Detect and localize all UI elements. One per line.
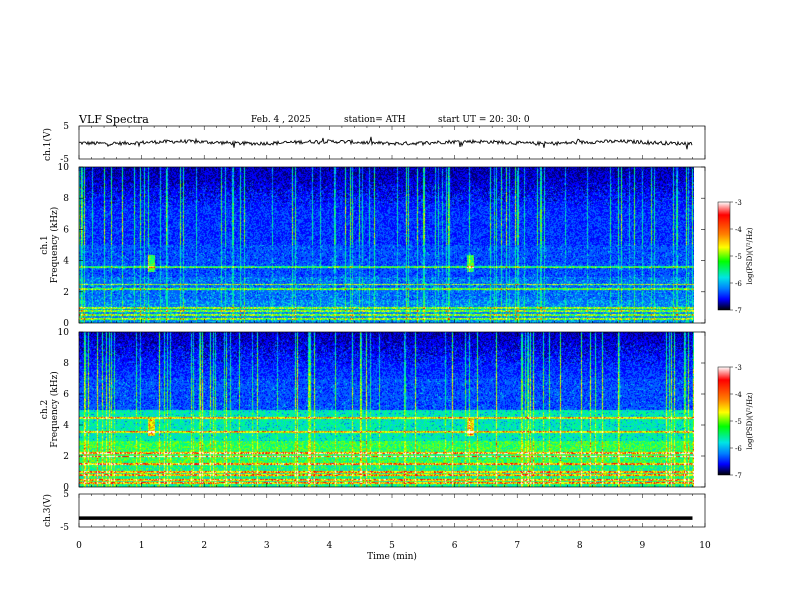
figure-title: VLF Spectra (79, 113, 149, 126)
ch1-voltage-trace (78, 136, 693, 150)
ch2-spectrogram-panel: 0 2 4 6 8 10 ch.2Frequency (kHz) (40, 328, 706, 493)
ch1-ytick-label: 5 (63, 122, 69, 132)
start-time-label: start UT = 20: 30: 0 (438, 115, 530, 125)
ch2-colorbar-tick-label: -5 (735, 418, 742, 426)
ch2-spec-ytick-label: 10 (58, 328, 70, 338)
xtick-label: 3 (264, 541, 270, 551)
xaxis-label: Time (min) (367, 551, 417, 562)
ch1-colorbar-tick-label: -3 (735, 199, 742, 207)
ch2-colorbar-tick-label: -6 (735, 445, 742, 453)
xtick-label: 2 (201, 541, 207, 551)
ch1-colorbar-tick-label: -6 (735, 280, 742, 288)
ch2-spec-ytick-label: 6 (63, 390, 69, 400)
date-label: Feb. 4 , 2025 (251, 115, 311, 125)
ch1-ytick-label: -5 (60, 155, 69, 165)
ch1-spec-ytick-label: 6 (63, 225, 69, 235)
ch2-spec-ylabel: ch.2Frequency (kHz) (40, 371, 60, 448)
station-label: station= ATH (344, 115, 406, 125)
ch2-spec-heatmap (79, 332, 694, 487)
ch3-ytick-label: -5 (60, 523, 69, 533)
xtick-label: 5 (389, 541, 395, 551)
xtick-label: 9 (640, 541, 646, 551)
ch2-colorbar-tick-label: -3 (735, 364, 742, 372)
ch2-colorbar: -3 -4 -5 -6 -7 log(PSD)(V²/Hz) (717, 364, 754, 480)
ch2-spec-ytick-label: 4 (63, 421, 69, 431)
ch1-spec-ytick-label: 0 (63, 319, 69, 329)
ch1-spectrogram-panel: 0 2 4 6 8 10 ch.1Frequency (kHz) (40, 163, 706, 329)
ch1-colorbar: -3 -4 -5 -6 -7 log(PSD)(V²/Hz) (717, 199, 754, 315)
xtick-label: 1 (139, 541, 145, 551)
xtick-label: 7 (514, 541, 520, 551)
ch1-spec-ylabel: ch.1Frequency (kHz) (40, 207, 60, 284)
xtick-label: 8 (577, 541, 583, 551)
xtick-label: 6 (452, 541, 458, 551)
xtick-label: 0 (76, 541, 82, 551)
ch1-colorbar-tick-label: -7 (735, 307, 742, 315)
ch2-colorbar-tick-label: -4 (735, 391, 742, 399)
ch3-ytick-label: 5 (63, 490, 69, 500)
ch2-spec-ytick-label: 8 (63, 359, 69, 369)
xtick-label: 10 (699, 541, 711, 551)
ch1-ylabel: ch.1(V) (42, 128, 53, 161)
ch2-colorbar-tick-label: -7 (735, 472, 742, 480)
ch2-colorbar-label: log(PSD)(V²/Hz) (746, 392, 754, 449)
ch2-spec-ytick-label: 2 (63, 452, 69, 462)
ch1-voltage-panel: 5 -5 ch.1(V) (42, 122, 706, 165)
ch1-spec-ytick-label: 2 (63, 288, 69, 298)
ch3-ylabel: ch.3(V) (42, 494, 53, 527)
ch1-spec-ytick-label: 4 (63, 257, 69, 267)
ch1-spec-ytick-label: 10 (58, 163, 70, 173)
ch2-spec-ytick-label: 0 (63, 483, 69, 493)
xtick-label: 4 (327, 541, 333, 551)
ch3-voltage-panel: 5 -5 ch.3(V) (42, 490, 706, 533)
ch1-spec-ytick-label: 8 (63, 194, 69, 204)
ch1-colorbar-tick-label: -5 (735, 253, 742, 261)
ch1-colorbar-label: log(PSD)(V²/Hz) (746, 227, 754, 284)
ch1-spec-heatmap (79, 167, 694, 323)
time-axis: 0 1 2 3 4 5 6 7 8 9 10 Time (min) (76, 541, 711, 562)
ch1-colorbar-tick-label: -4 (735, 226, 742, 234)
